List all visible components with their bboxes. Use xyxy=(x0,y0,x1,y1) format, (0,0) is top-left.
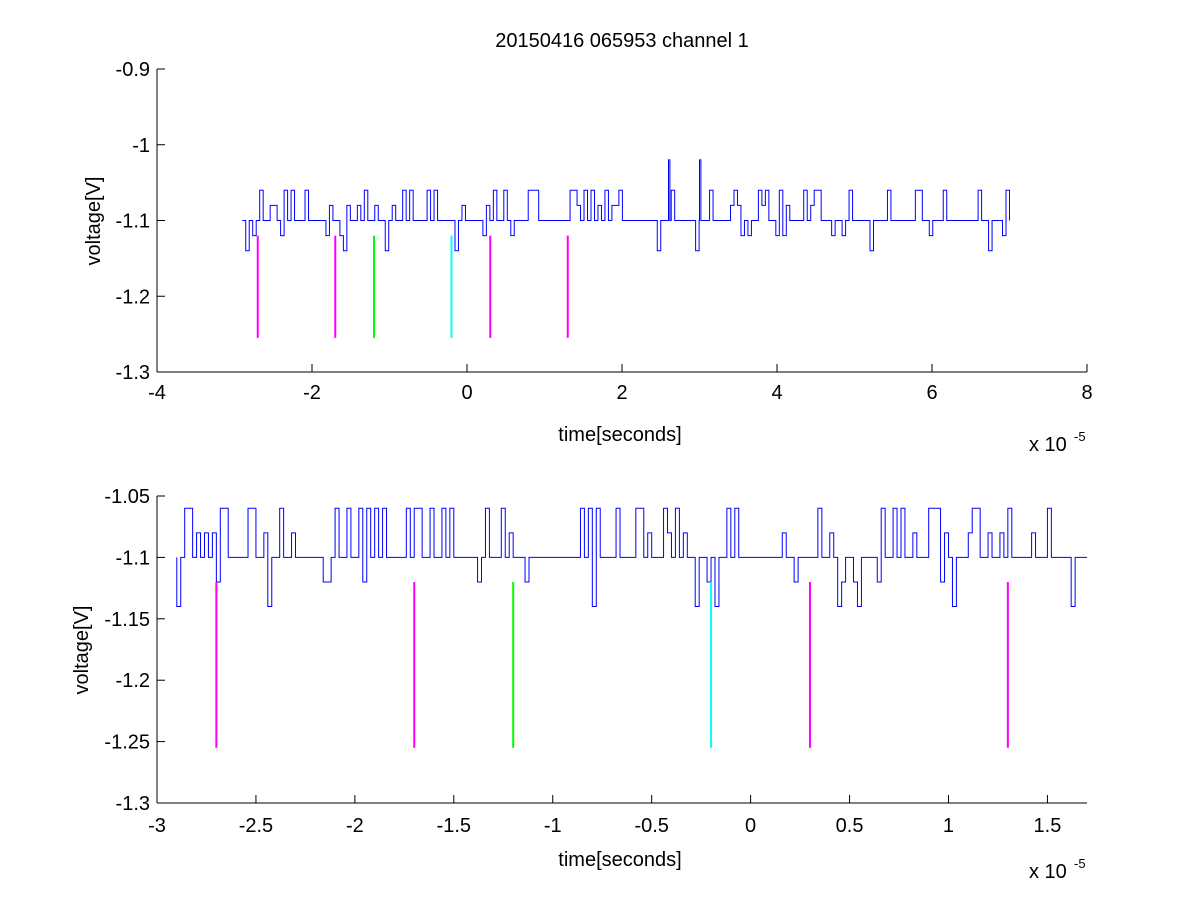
x-exponent-label: x 10 xyxy=(1029,434,1067,456)
x-tick-label: -2 xyxy=(346,815,364,837)
x-axis-label: time[seconds] xyxy=(558,424,681,446)
signal-trace xyxy=(242,159,1010,252)
x-exponent-label: x 10 xyxy=(1029,861,1067,883)
x-axis-label: time[seconds] xyxy=(558,849,681,871)
figure-title: 20150416 065953 channel 1 xyxy=(495,30,749,52)
x-tick-label: 6 xyxy=(926,382,937,404)
y-tick-label: -1.1 xyxy=(116,547,150,569)
x-tick-label: 0.5 xyxy=(836,815,864,837)
y-tick-label: -1.2 xyxy=(116,670,150,692)
x-tick-label: 0 xyxy=(745,815,756,837)
y-axis-label: voltage[V] xyxy=(71,606,93,695)
x-tick-label: 8 xyxy=(1081,382,1092,404)
x-tick-label: 4 xyxy=(771,382,782,404)
y-tick-label: -1.05 xyxy=(104,486,150,508)
x-tick-label: 2 xyxy=(616,382,627,404)
x-tick-label: -0.5 xyxy=(634,815,668,837)
x-exponent-power: -5 xyxy=(1074,429,1086,444)
bottom-panel: -3 -2.5 -2 -1.5 -1 -0.5 0 0.5 1 1.5 -1.3 -1.25 -1.2 -… xyxy=(71,486,1087,883)
y-tick-label: -1.2 xyxy=(116,286,150,308)
x-tick-label: 1.5 xyxy=(1034,815,1062,837)
x-tick-label: -4 xyxy=(148,382,166,404)
x-tick-label: -1.5 xyxy=(437,815,471,837)
x-tick-label: 1 xyxy=(943,815,954,837)
x-tick-label: -2 xyxy=(303,382,321,404)
y-tick-label: -1.3 xyxy=(116,362,150,384)
x-exponent-power: -5 xyxy=(1074,856,1086,871)
y-tick-label: -0.9 xyxy=(116,59,150,81)
y-tick-label: -1.3 xyxy=(116,793,150,815)
y-tick-label: -1.1 xyxy=(116,211,150,233)
x-tick-label: -1 xyxy=(544,815,562,837)
x-tick-label: 0 xyxy=(461,382,472,404)
x-tick-label: -3 xyxy=(148,815,166,837)
y-tick-label: -1.25 xyxy=(104,732,150,754)
y-tick-label: -1 xyxy=(132,135,150,157)
y-tick-label: -1.15 xyxy=(104,609,150,631)
x-tick-label: -2.5 xyxy=(239,815,273,837)
signal-trace xyxy=(176,507,1087,608)
y-axis-label: voltage[V] xyxy=(83,177,105,266)
top-panel: -4 -2 0 2 4 6 8 -1.3 -1.2 -1.1 -1 -0.9 time[seconds]… xyxy=(83,59,1093,456)
